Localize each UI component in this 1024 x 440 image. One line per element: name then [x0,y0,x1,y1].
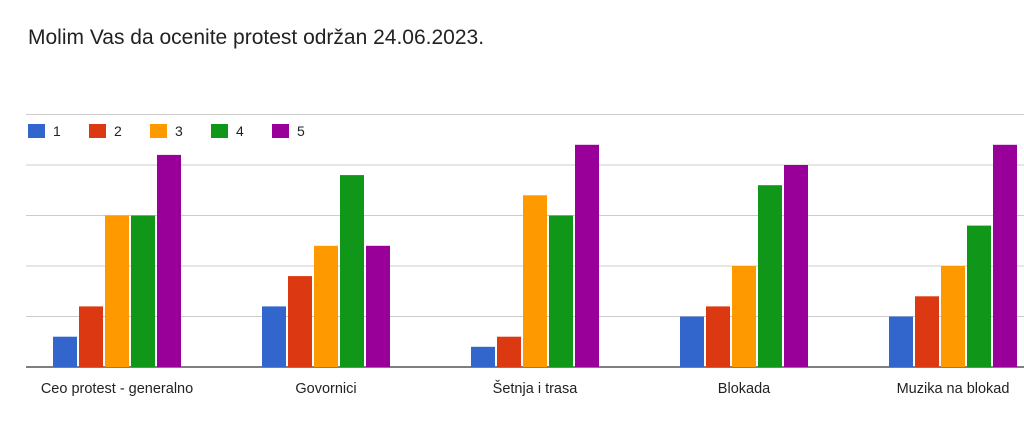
legend-swatch-3 [150,124,167,138]
legend-swatch-1 [28,124,45,138]
bar-2-3 [497,336,521,367]
bar-2-4 [706,306,730,367]
bar-3-5 [941,266,965,367]
bars [53,144,1017,367]
legend-swatch-4 [211,124,228,138]
category-label: Ceo protest - generalno [41,381,193,397]
bar-3-2 [314,245,338,367]
legend-label-5: 5 [297,123,305,139]
category-label: Blokada [718,381,771,397]
bar-1-3 [471,346,495,367]
bar-1-4 [680,316,704,367]
legend-swatch-2 [89,124,106,138]
bar-4-3 [549,215,573,367]
chart-title: Molim Vas da ocenite protest održan 24.0… [28,26,485,49]
legend: 1 2 3 4 5 [28,123,305,139]
bar-5-1 [157,154,181,367]
bar-4-5 [967,225,991,367]
category-label: Šetnja i trasa [493,380,579,397]
legend-swatch-5 [272,124,289,138]
bar-4-1 [131,215,155,367]
bar-5-3 [575,144,599,367]
category-labels: Ceo protest - generalno Govornici Šetnja i… [41,380,1010,397]
bar-4-4 [758,185,782,367]
bar-5-2 [366,245,390,367]
bar-2-5 [915,296,939,367]
bar-5-5 [993,144,1017,367]
bar-3-3 [523,195,547,367]
category-label: Muzika na blokad [897,381,1010,397]
bar-3-4 [732,266,756,367]
bar-1-2 [262,306,286,367]
legend-label-2: 2 [114,123,122,139]
bar-2-2 [288,276,312,367]
legend-label-4: 4 [236,123,244,139]
bar-4-2 [340,175,364,367]
bar-1-5 [889,316,913,367]
bar-5-4 [784,165,808,367]
bar-3-1 [105,215,129,367]
category-label: Govornici [295,381,356,397]
bar-1-1 [53,336,77,367]
legend-label-3: 3 [175,123,183,139]
bar-2-1 [79,306,103,367]
legend-label-1: 1 [53,123,61,139]
